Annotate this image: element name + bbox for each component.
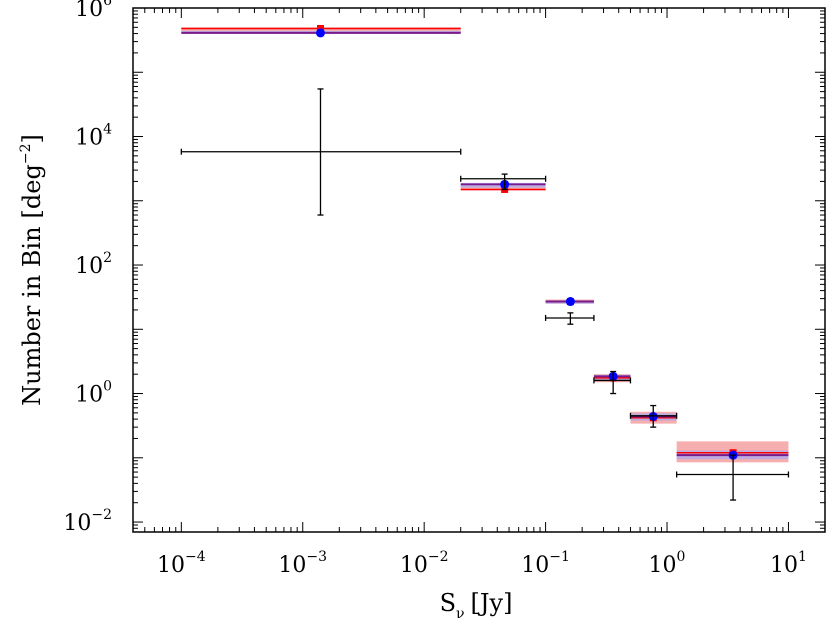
x-tick-label: 100 — [649, 549, 686, 578]
blue-model-marker — [315, 28, 325, 38]
x-tick-label: 101 — [770, 549, 807, 578]
y-tick-label: 104 — [75, 122, 112, 151]
x-tick-label: 10−1 — [521, 549, 570, 578]
x-tick-label: 10−4 — [157, 549, 206, 578]
blue-model-marker — [565, 297, 575, 307]
x-tick-label: 10−3 — [278, 549, 327, 578]
y-tick-label: 100 — [75, 379, 112, 408]
y-tick-labels: 10−2 100 102 104 106 — [63, 0, 112, 536]
y-tick-label: 106 — [75, 0, 112, 22]
plot-frame — [132, 7, 826, 533]
x-axis-label: Sν [Jy] — [440, 589, 513, 622]
model-lines — [181, 24, 789, 460]
model-bands — [181, 27, 789, 463]
y-axis-label: Number in Bin[deg−2] — [18, 134, 46, 406]
y-tick-label: 102 — [75, 250, 112, 279]
axis-ticks — [132, 7, 826, 533]
y-tick-label: 10−2 — [63, 507, 112, 536]
x-tick-label: 10−2 — [400, 549, 449, 578]
measured-points — [180, 88, 790, 501]
x-tick-labels: 10−4 10−3 10−2 10−1 100 101 — [157, 549, 807, 578]
